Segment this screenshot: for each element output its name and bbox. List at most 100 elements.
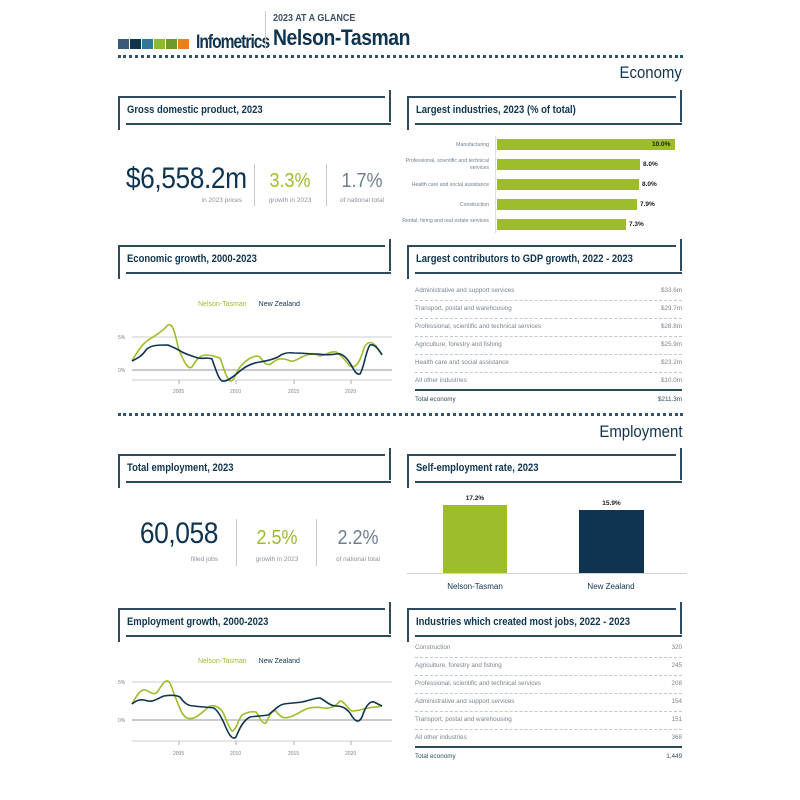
row-value: $29.7m — [660, 305, 682, 312]
panel-title: Industries which created most jobs, 2022… — [416, 616, 630, 628]
row-value: $10.0m — [660, 377, 682, 384]
divider — [118, 55, 683, 58]
employment-share-caption: of national total — [335, 556, 381, 563]
bar-label: Construction — [459, 202, 489, 208]
table-total-rule — [415, 389, 682, 391]
row-name: Transport, postal and warehousing — [415, 716, 512, 723]
header-divider — [265, 11, 266, 49]
bar-category-label: New Zealand — [587, 582, 635, 591]
section-label-economy: Economy — [619, 63, 682, 82]
y-tick: 5% — [118, 335, 126, 341]
bar-value: 7.3% — [629, 221, 644, 228]
table-row: Construction 320 — [415, 640, 682, 658]
employment-growth-caption: growth in 2023 — [255, 556, 299, 563]
chart-axis — [495, 136, 496, 233]
row-name: All other industries — [415, 734, 467, 741]
self-employment-panel-header: Self-employment rate, 2023 — [407, 448, 682, 488]
y-tick: 5% — [118, 680, 126, 686]
table-row: Professional, scientific and technical s… — [415, 319, 682, 337]
employment-growth: 2.5% — [256, 527, 298, 549]
gdp-panel-header: Gross domestic product, 2023 — [118, 90, 391, 130]
x-tick: 2010 — [230, 389, 241, 395]
table-row: Transport, postal and warehousing $29.7m — [415, 301, 682, 319]
separator — [236, 519, 237, 566]
gdp-value-caption: in 2023 prices — [201, 197, 242, 204]
panel-title: Employment growth, 2000-2023 — [127, 616, 269, 628]
infometrics-logo-icon — [118, 39, 189, 49]
x-tick: 2020 — [345, 389, 356, 395]
bar — [497, 199, 637, 210]
separator — [316, 519, 317, 566]
y-tick: 0% — [118, 368, 126, 374]
bar-value: 8.0% — [642, 181, 657, 188]
table-row: Agriculture, forestry and fishing $25.9m — [415, 337, 682, 355]
bar-label: Rental, hiring and real estate services — [402, 218, 489, 224]
row-name: Construction — [415, 644, 451, 651]
gdp-growth-caption: growth in 2023 — [268, 197, 312, 204]
contributors-panel-header: Largest contributors to GDP growth, 2022… — [407, 239, 682, 279]
row-name: Professional, scientific and technical s… — [415, 323, 541, 330]
row-value: 320 — [671, 644, 682, 651]
legend-nelson-tasman: Nelson-Tasman — [198, 658, 247, 665]
total-employment-panel-header: Total employment, 2023 — [118, 448, 391, 488]
panel-title: Gross domestic product, 2023 — [127, 104, 263, 116]
bar-label: Professional, scientific and technical s… — [405, 158, 489, 171]
bar — [497, 219, 626, 230]
jobs-created-panel-header: Industries which created most jobs, 2022… — [407, 602, 682, 642]
row-name: Professional, scientific and technical s… — [415, 680, 541, 687]
gdp-growth: 3.3% — [269, 170, 311, 192]
gdp-share: 1.7% — [341, 170, 383, 192]
page-title: Nelson-Tasman — [273, 25, 411, 50]
row-value: $33.6m — [660, 287, 682, 294]
row-value: 154 — [671, 698, 682, 705]
bar — [497, 159, 640, 170]
chart-legend: Nelson-Tasman New Zealand — [198, 301, 300, 308]
row-value: 151 — [671, 716, 682, 723]
table-row: Agriculture, forestry and fishing 245 — [415, 658, 682, 676]
table-row: Professional, scientific and technical s… — [415, 676, 682, 694]
row-value: $23.2m — [660, 359, 682, 366]
economic-growth-panel-header: Economic growth, 2000-2023 — [118, 239, 391, 279]
row-name: Agriculture, forestry and fishing — [415, 341, 502, 348]
panel-title: Economic growth, 2000-2023 — [127, 253, 257, 265]
employment-growth-chart: 5% 0% 2005 2010 2015 2020 — [118, 680, 392, 757]
bar-category-label: Nelson-Tasman — [447, 582, 503, 591]
row-name: Agriculture, forestry and fishing — [415, 662, 502, 669]
x-tick: 2020 — [345, 751, 356, 757]
employment-value: 60,058 — [139, 517, 219, 550]
table-row: All other industries 368 — [415, 730, 682, 748]
table-row: Administrative and support services 154 — [415, 694, 682, 712]
separator — [326, 164, 327, 206]
table-row: Transport, postal and warehousing 151 — [415, 712, 682, 730]
economic-growth-chart: 5% 0% 2005 2010 2015 2020 — [118, 324, 392, 395]
total-value: $211.3m — [657, 396, 682, 403]
section-label-employment: Employment — [598, 422, 682, 441]
header-subtitle: 2023 AT A GLANCE — [273, 13, 356, 24]
bar — [497, 179, 639, 190]
industries-panel-header: Largest industries, 2023 (% of total) — [407, 90, 682, 130]
panel-title: Largest industries, 2023 (% of total) — [416, 104, 576, 116]
gdp-share-caption: of national total — [339, 197, 385, 204]
bar-value: 17.2% — [465, 495, 485, 502]
x-tick: 2005 — [173, 751, 184, 757]
separator — [254, 164, 255, 206]
legend-nelson-tasman: Nelson-Tasman — [198, 301, 247, 308]
bar-value: 15.9% — [602, 500, 621, 507]
row-value: 208 — [671, 680, 682, 687]
bar-label: Manufacturing — [456, 142, 489, 148]
bar-new-zealand — [579, 510, 644, 573]
row-name: Health care and social assistance — [415, 359, 509, 366]
logo-text: Infometrics — [196, 32, 270, 53]
row-name: Administrative and support services — [415, 287, 515, 294]
legend-new-zealand: New Zealand — [258, 301, 300, 308]
y-tick: 0% — [118, 718, 126, 724]
panel-title: Self-employment rate, 2023 — [416, 462, 539, 474]
bar-nelson-tasman — [443, 505, 507, 573]
row-value: 368 — [671, 734, 682, 741]
employment-share: 2.2% — [337, 527, 379, 549]
row-value: $25.9m — [660, 341, 682, 348]
employment-growth-panel-header: Employment growth, 2000-2023 — [118, 602, 391, 642]
panel-title: Total employment, 2023 — [127, 462, 234, 474]
chart-baseline — [407, 573, 687, 574]
total-name: Total economy — [415, 396, 456, 403]
